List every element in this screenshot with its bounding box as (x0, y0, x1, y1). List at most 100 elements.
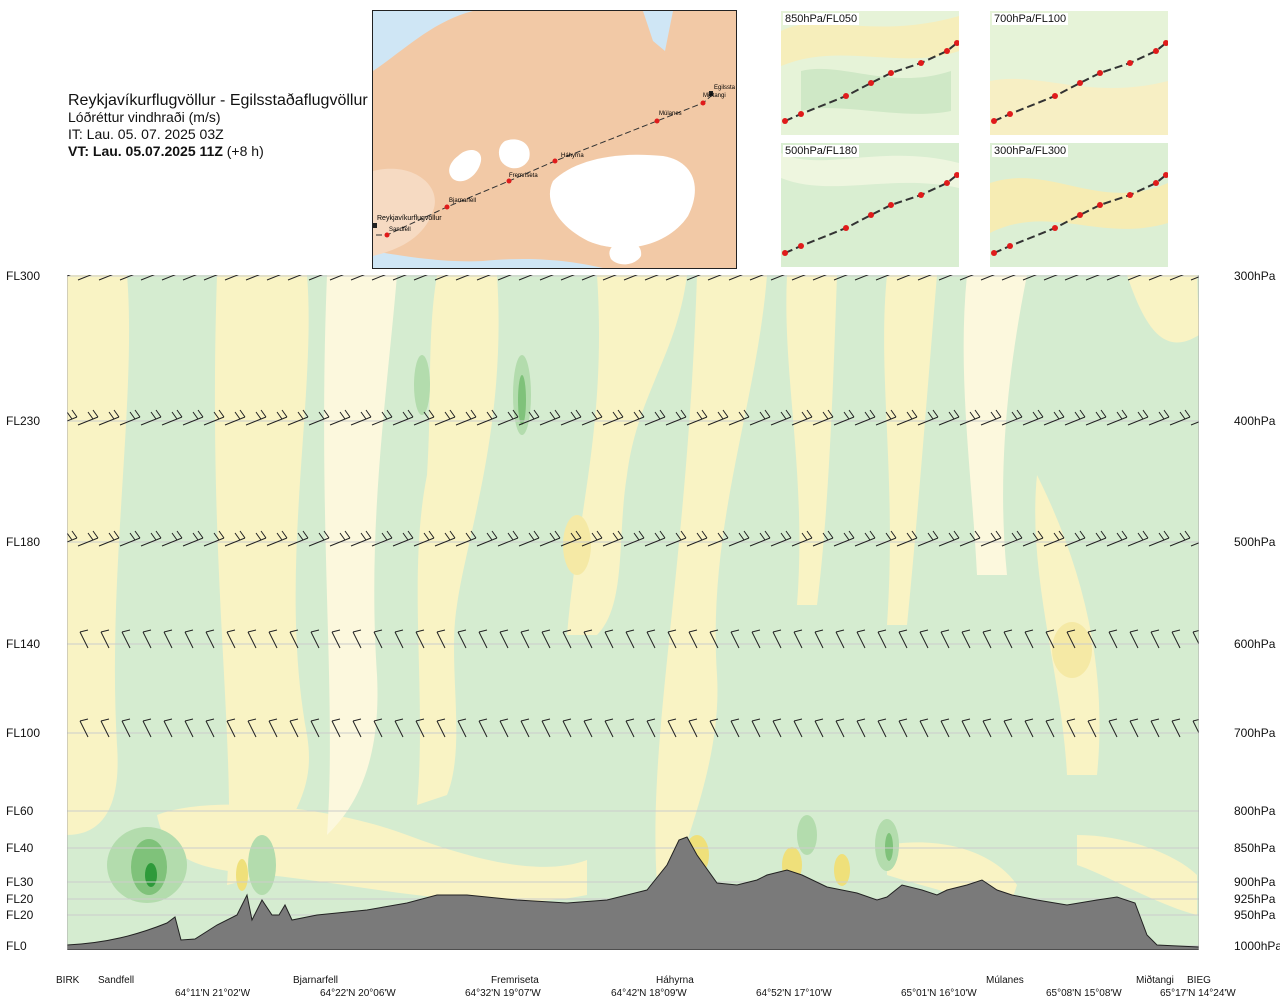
wind-barb (602, 530, 624, 547)
pressure-level-label: 1000hPa (1234, 939, 1280, 953)
flight-level-label: FL180 (6, 535, 41, 549)
flight-level-label: FL230 (6, 414, 41, 428)
wind-barb (142, 718, 152, 738)
waypoint-label: BIEG (1187, 975, 1211, 986)
wind-barb (373, 718, 383, 738)
wind-barb (1108, 629, 1118, 649)
wind-barb (583, 629, 593, 649)
wind-barb (77, 409, 99, 426)
wind-barb (392, 530, 414, 547)
mini-map-700: 700hPa/FL100 (990, 11, 1168, 135)
wind-barb (331, 718, 341, 738)
chart-title-block: Reykjavíkurflugvöllur - Egilsstaðaflugvö… (68, 92, 368, 160)
mini-map-850: 850hPa/FL050 (781, 11, 959, 135)
wind-barb (455, 530, 477, 547)
coordinate-label: 65°17'N 14°24'W (1160, 988, 1236, 999)
wind-barb (308, 409, 330, 426)
wind-barb (224, 409, 246, 426)
wind-barb (247, 629, 257, 649)
wind-barb (98, 530, 120, 547)
mini-map-500: 500hPa/FL180 (781, 143, 959, 267)
waypoint-label: Miðtangi (1136, 975, 1174, 986)
wind-barb (1003, 718, 1013, 738)
coordinate-label: 65°01'N 16°10'W (901, 988, 977, 999)
iceland-land (373, 11, 736, 268)
wind-barb (329, 530, 351, 547)
route-map-svg: Reykjavíkurflugvöllur Sandfell Bjarnarfe… (373, 11, 736, 268)
wind-barb (182, 530, 204, 547)
wind-barb (352, 629, 362, 649)
wind-barb (856, 718, 866, 738)
flight-level-label: FL100 (6, 726, 41, 740)
wind-barb (959, 530, 981, 547)
wind-barb (121, 718, 131, 738)
wind-barb (392, 409, 414, 426)
wind-barb (539, 530, 561, 547)
glacier-myrdalsjokull (609, 241, 642, 265)
cross-section-plot (56, 264, 1212, 951)
pressure-level-label: 925hPa (1234, 892, 1276, 906)
wind-barb (938, 409, 960, 426)
wind-barb (1127, 530, 1149, 547)
wind-barb (1085, 409, 1107, 426)
wind-barb (562, 718, 572, 738)
wind-barb (518, 409, 540, 426)
wind-barb (140, 409, 162, 426)
green-updraft-cores (107, 355, 899, 903)
pressure-level-label: 800hPa (1234, 804, 1276, 818)
wind-barb (499, 629, 509, 649)
wind-barb (1148, 409, 1170, 426)
wind-barb (476, 530, 498, 547)
coordinate-label: 64°32'N 19°07'W (465, 988, 541, 999)
wind-barb (119, 530, 141, 547)
wind-barb (245, 530, 267, 547)
wind-barb (961, 629, 971, 649)
wind-barb (793, 629, 803, 649)
wind-barb (1171, 629, 1181, 649)
wind-barb (581, 530, 603, 547)
wind-barb (373, 629, 383, 649)
pressure-level-label: 850hPa (1234, 841, 1276, 855)
wind-barb (980, 409, 1002, 426)
wind-barb (1171, 718, 1181, 738)
wind-barb (646, 629, 656, 649)
wind-barb (875, 530, 897, 547)
pressure-level-label: 600hPa (1234, 637, 1276, 651)
wind-barb (329, 409, 351, 426)
wind-barb (812, 530, 834, 547)
wind-barb (518, 530, 540, 547)
wind-barb (1043, 409, 1065, 426)
wind-barb (1022, 530, 1044, 547)
wind-barb (394, 629, 404, 649)
wind-barb (100, 718, 110, 738)
wind-barb (457, 718, 467, 738)
wind-barb (982, 718, 992, 738)
coordinate-label: 65°08'N 15°08'W (1046, 988, 1122, 999)
wind-barb (436, 629, 446, 649)
wind-barb (917, 409, 939, 426)
wind-barb (287, 530, 309, 547)
wind-barb (1024, 718, 1034, 738)
wind-barb (646, 718, 656, 738)
wind-barb (541, 629, 551, 649)
wind-barb (604, 718, 614, 738)
waypoint-label: Sandfell (98, 975, 135, 986)
wind-barb (455, 409, 477, 426)
wind-barb (1129, 629, 1139, 649)
wind-barb (686, 530, 708, 547)
waypoint-label: Bjarnarfell (293, 975, 339, 986)
map-label-sandfell: Sandfell (389, 227, 411, 233)
wind-barb (835, 629, 845, 649)
waypoint-label: Múlanes (986, 975, 1024, 986)
wind-barb (1064, 409, 1086, 426)
wind-barb (98, 409, 120, 426)
map-label-midtangi: Miðtangi (703, 92, 726, 99)
wind-barb (625, 629, 635, 649)
wind-barb (205, 718, 215, 738)
coast-inlet-2 (373, 11, 433, 61)
wind-barb (287, 409, 309, 426)
map-label-bjarnarfell: Bjarnarfell (449, 198, 476, 204)
wind-barb (833, 409, 855, 426)
waypoint-label: Fremriseta (491, 975, 539, 986)
wind-barb (604, 629, 614, 649)
